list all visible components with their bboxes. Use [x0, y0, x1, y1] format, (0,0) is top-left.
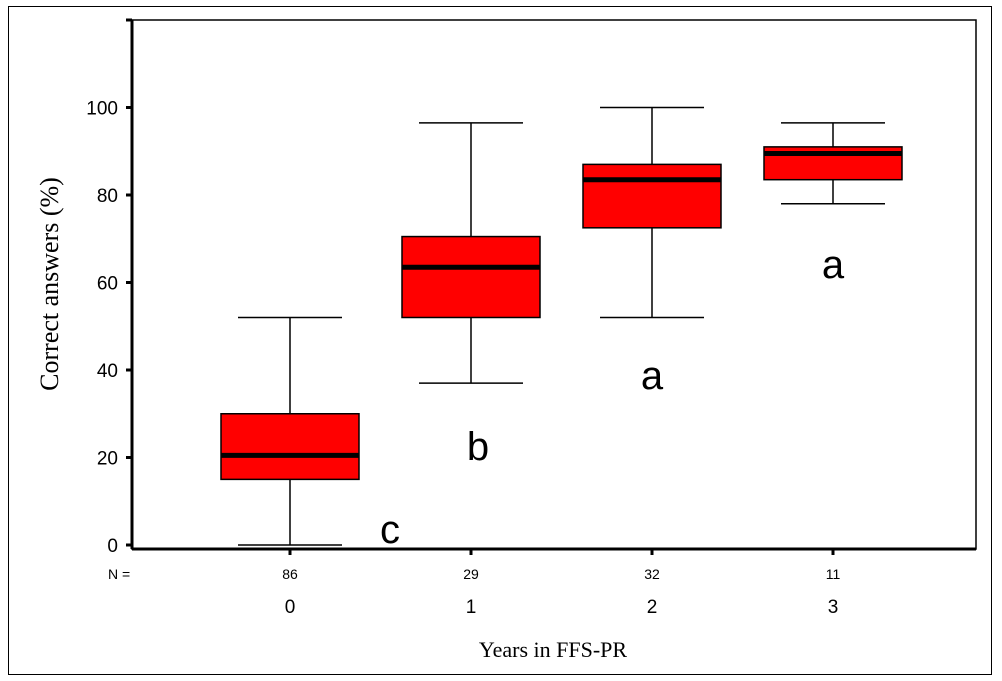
x-category-label: 2 [647, 597, 658, 618]
x-category-label: 0 [285, 597, 296, 618]
y-axis-title: Correct answers (%) [35, 177, 64, 391]
n-prefix-label: N = [108, 566, 130, 582]
significance-letter: c [380, 508, 400, 552]
n-count-label: 11 [826, 566, 841, 582]
n-count-label: 86 [282, 566, 298, 582]
y-tick-label: 40 [97, 361, 118, 382]
x-axis-title: Years in FFS-PR [479, 637, 627, 662]
x-axis-ticks [288, 549, 835, 555]
x-category-label: 3 [828, 597, 839, 618]
y-tick-label: 60 [97, 274, 118, 295]
box-iqr [582, 163, 722, 229]
y-tick-label: 0 [107, 536, 118, 557]
figure-frame [8, 6, 992, 675]
box-series [220, 106, 903, 546]
y-tick-label: 80 [97, 186, 118, 207]
significance-letter: b [467, 425, 489, 469]
y-tick-label: 20 [97, 449, 118, 470]
n-count-label: 29 [463, 566, 479, 582]
x-category-label: 1 [466, 597, 477, 618]
box-iqr [401, 235, 541, 319]
significance-letter: a [641, 354, 664, 398]
box-iqr [220, 413, 360, 481]
x-axis-labels: 86 0 29 1 32 2 11 3 c b a a [282, 243, 845, 618]
significance-letter: a [822, 243, 845, 287]
y-tick-label: 100 [86, 99, 118, 120]
n-count-label: 32 [644, 566, 660, 582]
y-axis-ticks: 0 20 40 60 80 100 [86, 99, 132, 557]
